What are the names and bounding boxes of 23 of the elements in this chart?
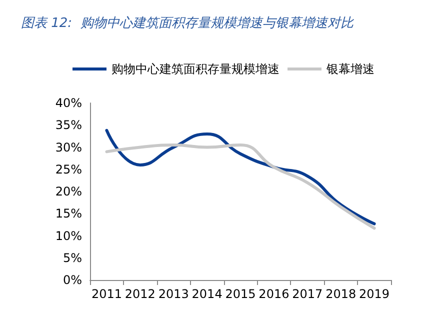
x-tick-label: 2019 [359,287,390,301]
legend-label: 购物中心建筑面积存量规模增速 [112,62,280,76]
line-series [105,144,376,230]
y-tick-label: 20% [55,184,82,198]
x-tick-label: 2014 [192,287,222,301]
y-tick-label: 35% [55,118,82,132]
chart-title: 图表 12: 购物中心建筑面积存量规模增速与银幕增速对比 [21,15,354,31]
x-tick-label: 2015 [225,287,256,301]
y-tick-label: 40% [55,96,82,110]
y-tick-label: 25% [55,162,82,176]
line-series [105,128,376,226]
legend-label: 银幕增速 [326,62,374,76]
y-tick-label: 5% [62,250,82,265]
x-tick-label: 2018 [326,287,356,301]
x-tick-label: 2013 [158,287,189,301]
y-tick-label: 0% [62,273,82,287]
y-tick-label: 15% [55,206,82,221]
x-tick-label: 2016 [258,287,290,301]
x-tick-label: 2011 [91,287,122,301]
x-tick-label: 2017 [292,287,323,301]
y-tick-label: 10% [55,228,82,243]
y-tick-label: 30% [55,140,82,154]
x-tick-label: 2012 [124,287,156,301]
